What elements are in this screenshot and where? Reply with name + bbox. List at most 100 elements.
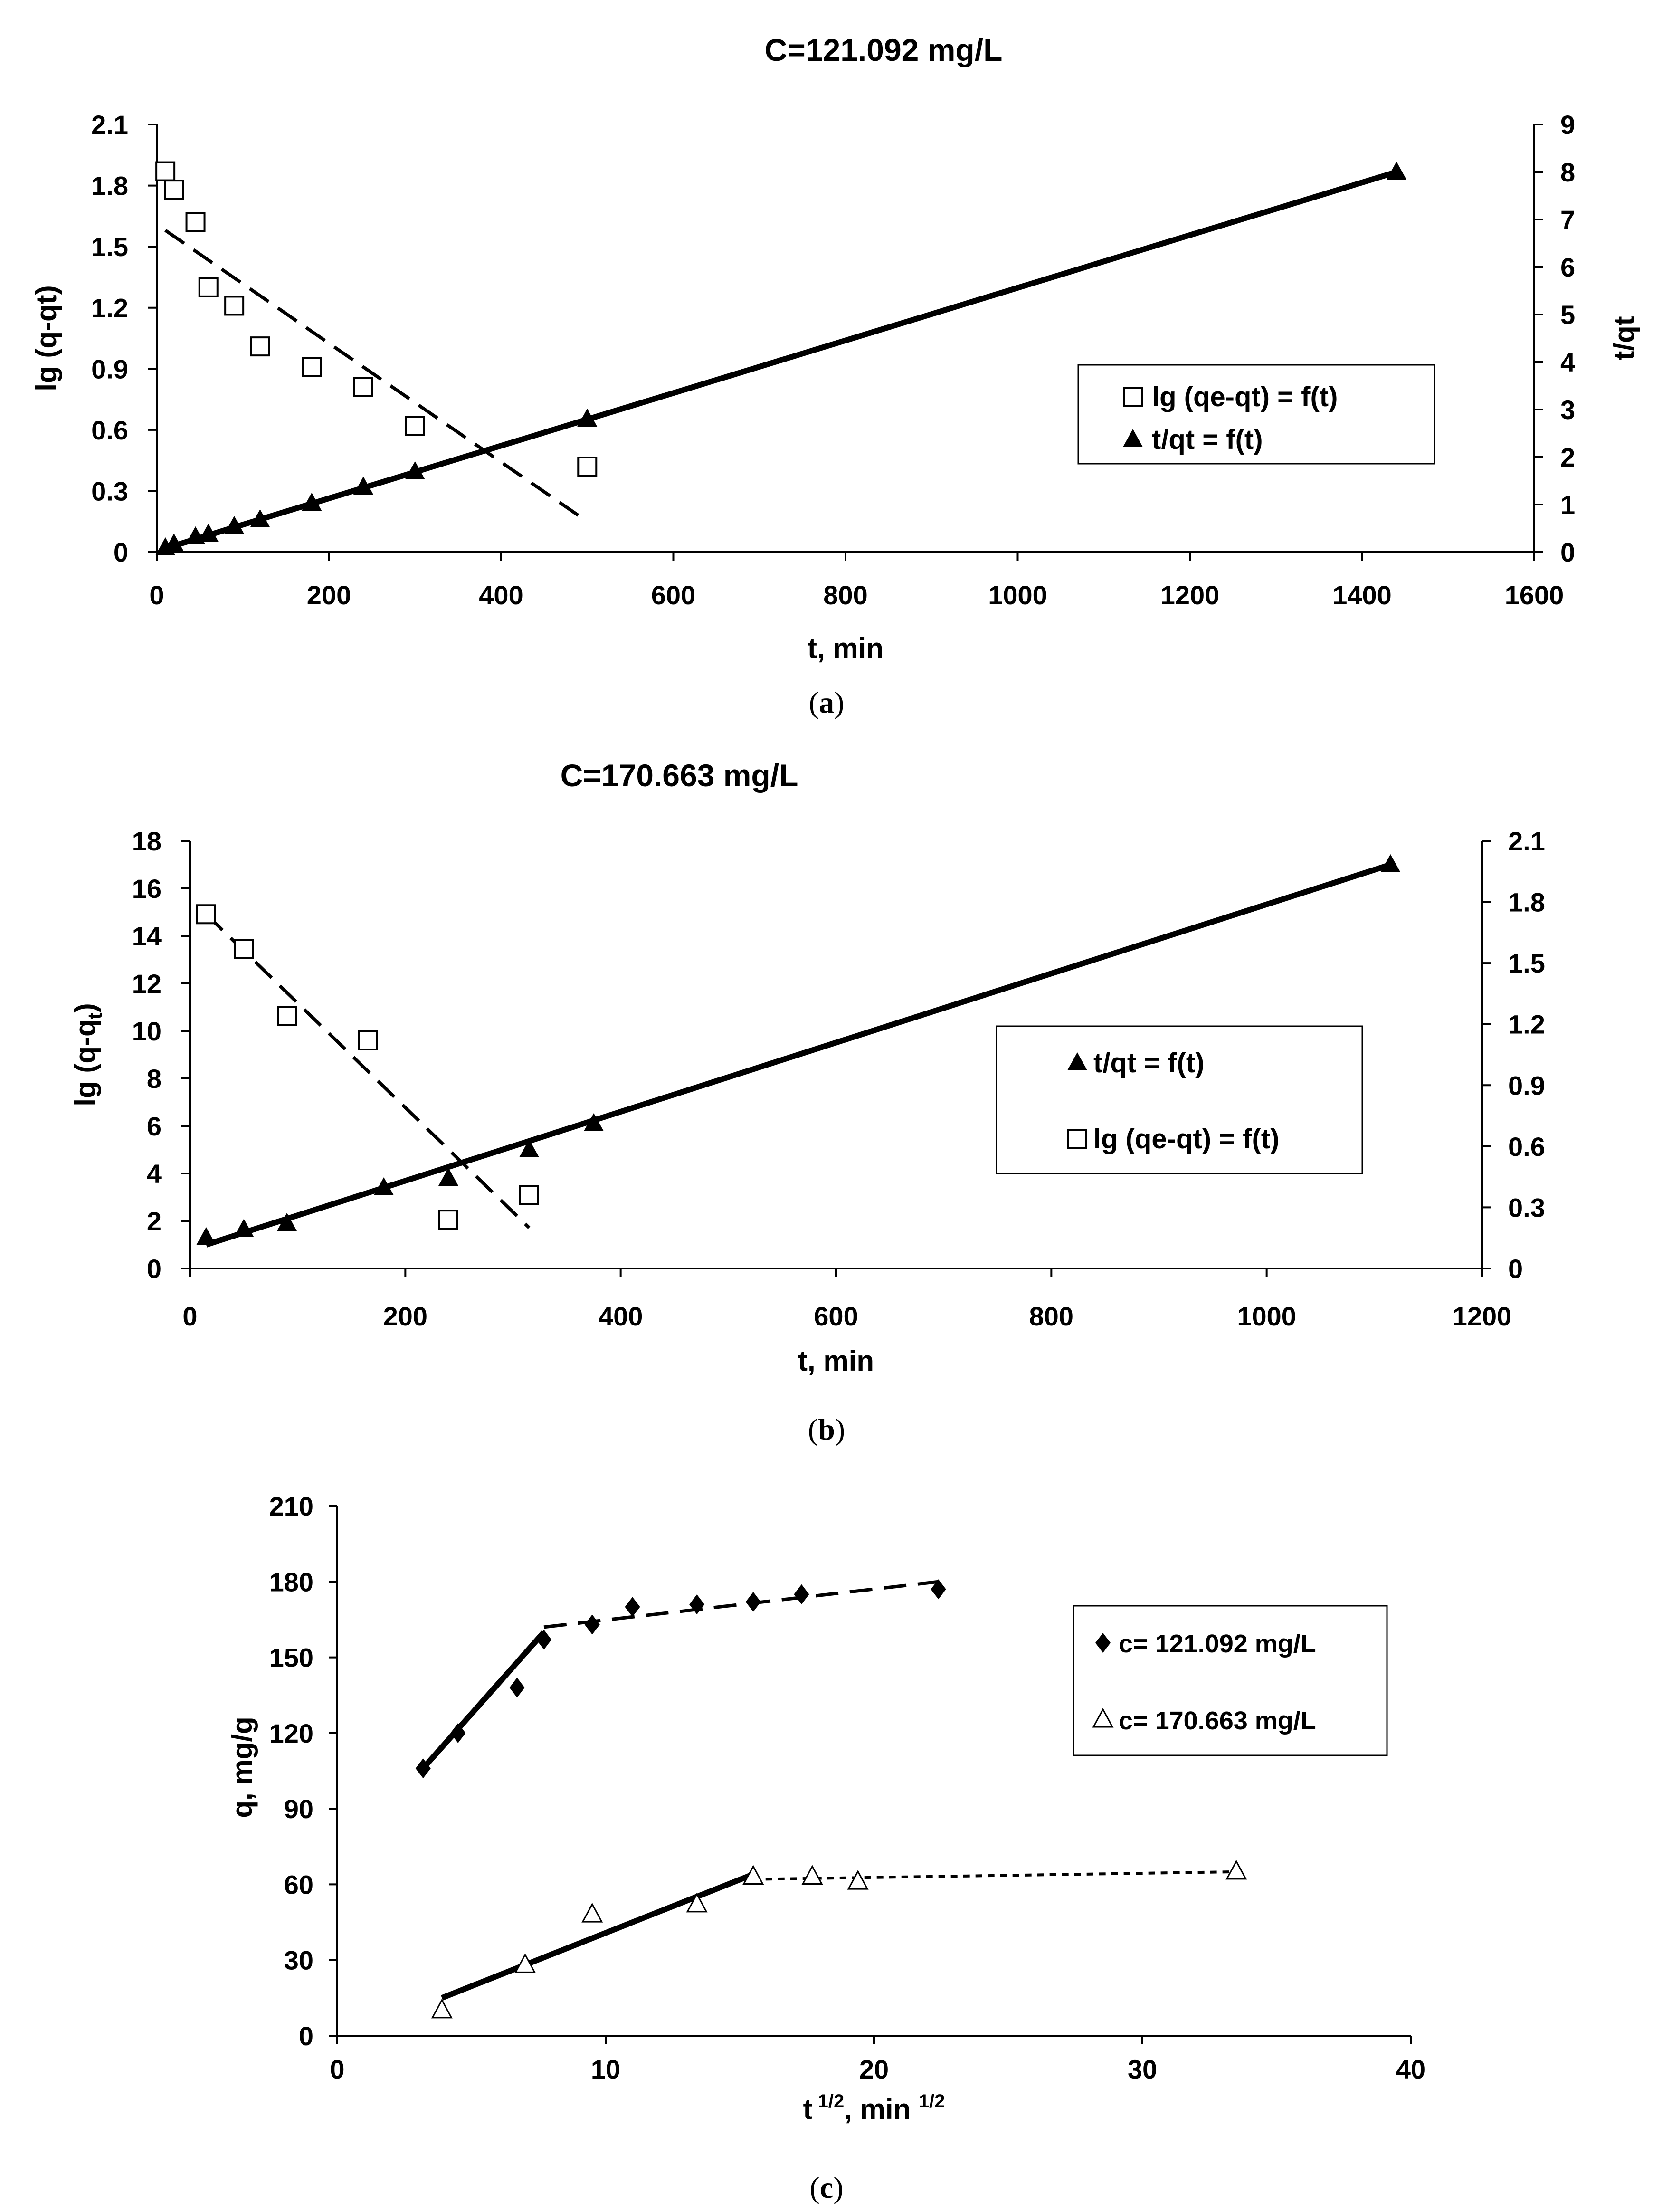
x-axis-label-sup: 1/2 bbox=[919, 2091, 945, 2112]
y-tick-label-right: 0.3 bbox=[1508, 1192, 1545, 1222]
series-1 bbox=[431, 1859, 1247, 2019]
y-tick-label-left: 1.2 bbox=[91, 293, 128, 323]
y-axis-label-text: q, mg/g bbox=[226, 1716, 258, 1818]
y-tick-label-right: 9 bbox=[1560, 110, 1575, 140]
x-tick-label: 400 bbox=[479, 580, 523, 610]
data-point bbox=[438, 1168, 458, 1186]
y-tick-label-left: 0 bbox=[147, 1254, 162, 1284]
y-tick-label-right: 7 bbox=[1560, 205, 1575, 235]
x-tick-label: 600 bbox=[651, 580, 695, 610]
data-point bbox=[234, 939, 254, 959]
figure-caption: (a) bbox=[809, 686, 845, 719]
y-tick-label-left: 90 bbox=[284, 1794, 314, 1824]
data-point bbox=[358, 1030, 378, 1050]
data-point bbox=[353, 377, 373, 397]
y-tick-label-left: 0 bbox=[114, 537, 128, 567]
y-tick-label-left: 16 bbox=[132, 874, 162, 904]
x-tick-label: 0 bbox=[330, 2054, 344, 2084]
series-1 bbox=[155, 162, 1406, 555]
y-tick-label-right: 1 bbox=[1560, 490, 1575, 520]
series-1 bbox=[196, 904, 539, 1230]
x-axis-label: t 1/2, min 1/2 bbox=[803, 2091, 945, 2125]
data-point bbox=[1226, 1859, 1247, 1880]
y-tick-label-left: 2.1 bbox=[91, 110, 128, 140]
legend: c= 121.092 mg/L c= 170.663 mg/L bbox=[1073, 1605, 1388, 1756]
trend-line bbox=[543, 1580, 939, 1629]
y-axis-label-left: lg (q-qt) bbox=[30, 285, 62, 391]
chart-c: 0 10 20 30 40 0 30 60 90 120 150 180 210 t 1/2, min 1… bbox=[226, 1491, 1425, 2204]
y-tick-label-left: 120 bbox=[269, 1718, 314, 1748]
data-point bbox=[164, 180, 184, 200]
legend-box bbox=[996, 1025, 1363, 1174]
data-point bbox=[847, 1869, 869, 1890]
legend: t/qt = f(t) lg (qe-qt) = f(t) bbox=[996, 1025, 1363, 1174]
data-point bbox=[405, 461, 425, 479]
data-point bbox=[277, 1006, 297, 1026]
x-tick-label: 1200 bbox=[1160, 580, 1220, 610]
data-point bbox=[234, 1219, 254, 1237]
y-tick-label-right: 0.6 bbox=[1508, 1132, 1545, 1162]
y-tick-label-right: 5 bbox=[1560, 300, 1575, 330]
legend-label: t/qt = f(t) bbox=[1152, 424, 1263, 455]
data-point bbox=[581, 1902, 603, 1923]
x-tick-label: 1400 bbox=[1332, 580, 1392, 610]
y-tick-label-left: 210 bbox=[269, 1491, 314, 1521]
caption-letter: c bbox=[820, 2171, 833, 2204]
x-tick-label: 10 bbox=[591, 2054, 620, 2084]
y-axis-label-text: lg (q-qt) bbox=[30, 285, 62, 391]
y-tick-label-left: 60 bbox=[284, 1869, 314, 1899]
x-tick-label: 1000 bbox=[1237, 1301, 1296, 1331]
trend-line bbox=[160, 169, 1397, 553]
data-point bbox=[224, 516, 245, 534]
y-tick-label-right: 0 bbox=[1508, 1254, 1523, 1284]
y-tick-label-right: 3 bbox=[1560, 395, 1575, 425]
y-tick-label-right: 1.8 bbox=[1508, 887, 1545, 917]
data-point bbox=[519, 1139, 539, 1157]
y-tick-label-left: 30 bbox=[284, 1945, 314, 1975]
x-tick-label: 200 bbox=[383, 1301, 428, 1331]
data-point bbox=[250, 336, 270, 357]
y-tick-label-left: 0.6 bbox=[91, 415, 128, 445]
trend-line bbox=[421, 1630, 546, 1771]
data-point bbox=[438, 1210, 458, 1230]
y-axis-label-left: q, mg/g bbox=[226, 1716, 258, 1818]
data-point bbox=[794, 1584, 809, 1604]
data-point bbox=[353, 477, 373, 495]
data-point bbox=[196, 904, 216, 925]
legend-marker bbox=[1092, 1707, 1114, 1728]
legend-label: lg (qe-qt) = f(t) bbox=[1152, 381, 1338, 412]
x-axis-label-base: t bbox=[803, 2093, 813, 2125]
trend-line bbox=[164, 229, 589, 523]
y-tick-label-right: 6 bbox=[1560, 252, 1575, 282]
y-axis-label-close: ) bbox=[69, 1003, 101, 1012]
data-point bbox=[801, 1865, 823, 1885]
y-tick-label-left: 150 bbox=[269, 1643, 314, 1673]
legend-label: lg (qe-qt) = f(t) bbox=[1093, 1124, 1279, 1154]
legend-marker bbox=[1123, 429, 1143, 447]
y-tick-label-right: 4 bbox=[1560, 347, 1575, 377]
x-tick-label: 800 bbox=[823, 580, 867, 610]
trend-line bbox=[753, 1870, 1236, 1881]
data-point bbox=[250, 509, 270, 527]
data-point bbox=[164, 534, 184, 552]
caption-close: ) bbox=[833, 2171, 843, 2204]
legend-marker bbox=[1095, 1633, 1111, 1653]
series-0 bbox=[196, 854, 1401, 1248]
legend-marker bbox=[1123, 387, 1143, 407]
x-tick-label: 1600 bbox=[1505, 580, 1564, 610]
caption-letter: b bbox=[818, 1412, 835, 1446]
y-tick-label-left: 14 bbox=[132, 921, 162, 951]
y-tick-label-right: 2 bbox=[1560, 442, 1575, 472]
y-tick-label-left: 6 bbox=[147, 1111, 162, 1141]
x-tick-label: 20 bbox=[859, 2054, 889, 2084]
y-tick-label-left: 2 bbox=[147, 1206, 162, 1236]
data-point bbox=[450, 1723, 466, 1743]
y-axis-label-text: lg (q-q bbox=[69, 1019, 101, 1106]
x-axis-label-mid: , min bbox=[844, 2093, 919, 2125]
x-tick-label: 0 bbox=[149, 580, 164, 610]
trend-line bbox=[205, 913, 531, 1229]
data-point bbox=[415, 1758, 431, 1779]
y-axis-label-right: t/qt bbox=[1608, 316, 1640, 360]
chart-title: C=121.092 mg/L bbox=[765, 32, 1003, 67]
